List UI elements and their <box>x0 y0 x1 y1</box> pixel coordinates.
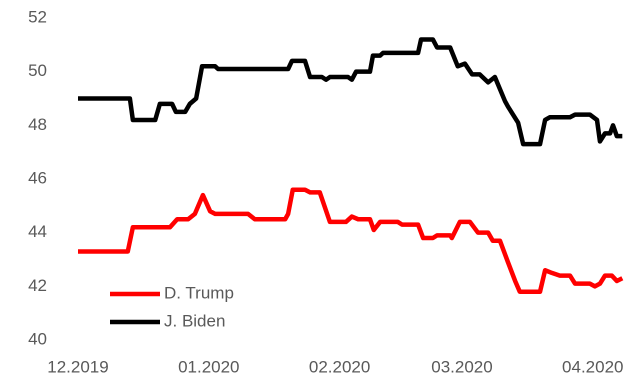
legend-label: D. Trump <box>164 283 234 302</box>
y-tick-label: 40 <box>28 329 47 348</box>
y-tick-label: 48 <box>28 115 47 134</box>
y-tick-label: 52 <box>28 7 47 26</box>
x-tick-label: 12.2019 <box>47 357 108 376</box>
x-tick-label: 04.2020 <box>562 357 623 376</box>
x-tick-label: 03.2020 <box>431 357 492 376</box>
y-tick-label: 46 <box>28 168 47 187</box>
x-tick-label: 02.2020 <box>309 357 370 376</box>
legend-label: J. Biden <box>164 311 225 330</box>
y-tick-label: 44 <box>28 222 47 241</box>
series-line <box>78 187 624 294</box>
series-line <box>78 37 623 147</box>
y-tick-label: 42 <box>28 276 47 295</box>
y-tick-label: 50 <box>28 61 47 80</box>
x-tick-label: 01.2020 <box>178 357 239 376</box>
